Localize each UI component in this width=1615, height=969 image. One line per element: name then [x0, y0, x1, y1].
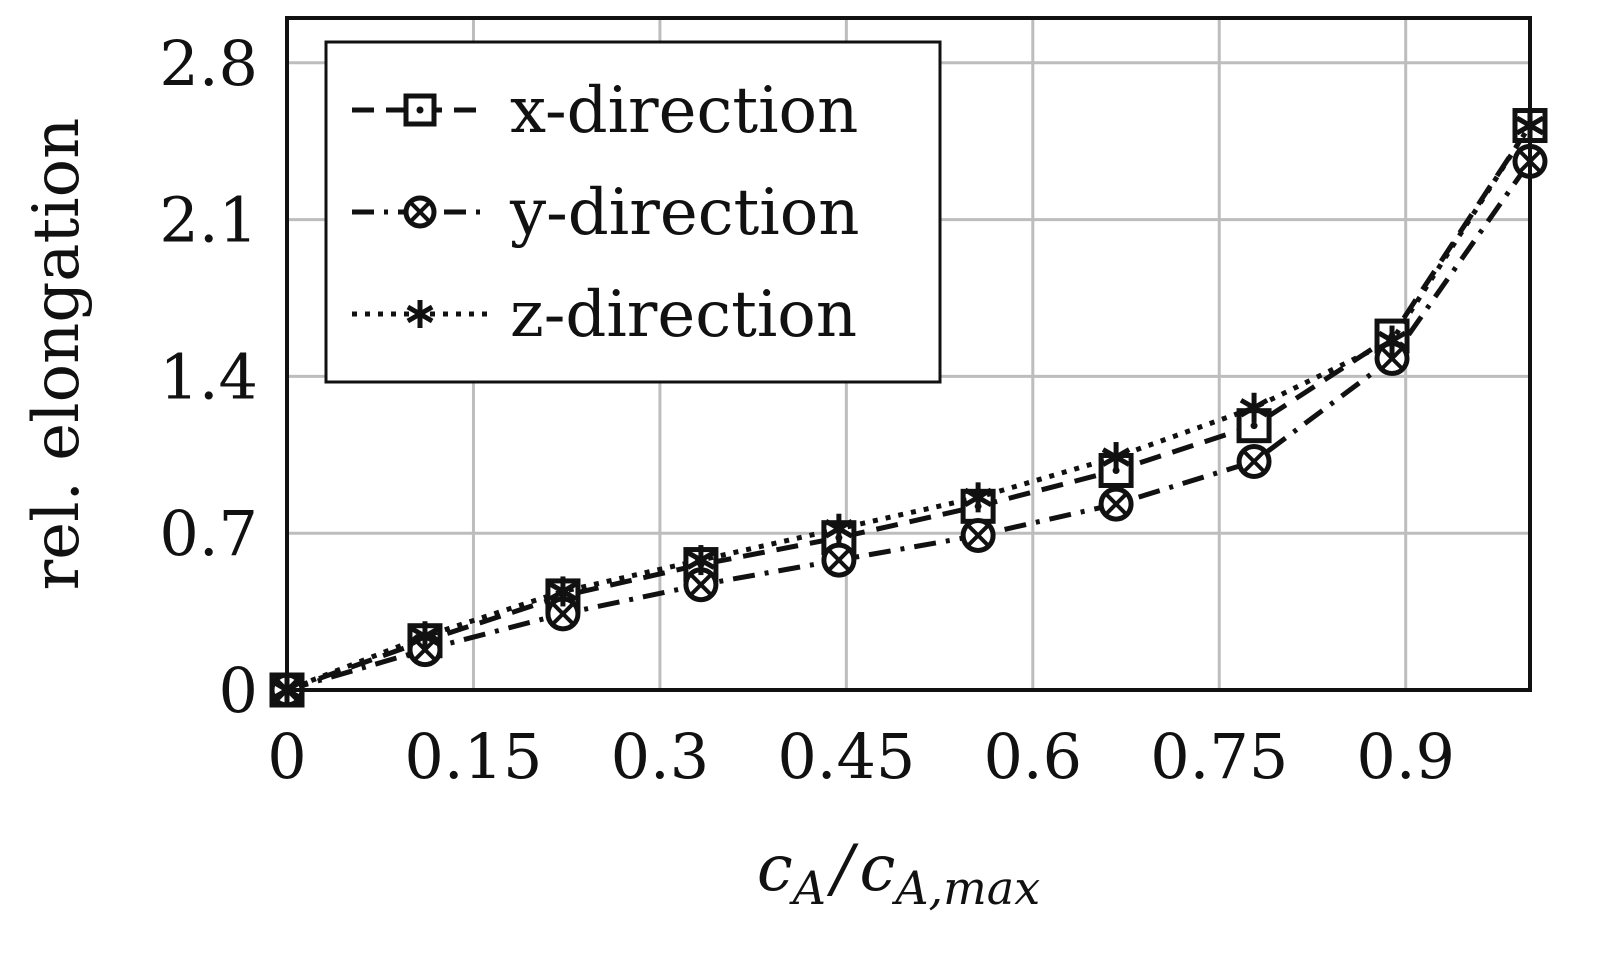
x-tick-label: 0 — [267, 720, 306, 793]
data-point-z-direction-arm-b — [410, 626, 440, 646]
series-layer — [269, 108, 1548, 708]
data-point-z-direction-arm-b — [963, 487, 993, 508]
data-point-x-direction-dot — [1250, 422, 1258, 430]
series-y-direction — [269, 143, 1548, 708]
legend-marker-x-direction-dot — [416, 106, 424, 114]
legend-marker-y-direction-cross-b — [408, 200, 432, 224]
legend-item-y-direction: y-direction — [352, 176, 859, 250]
data-point-z-direction-arm-b — [548, 581, 578, 602]
tick-labels: 0 0.15 0.3 0.45 0.6 0.75 0.9 0 0.7 1.4 2.1 2.8 — [159, 27, 1455, 793]
x-tick-label: 0.75 — [1150, 720, 1288, 793]
y-tick-label: 0.7 — [159, 497, 258, 570]
data-point-y-direction-cross-b — [966, 523, 991, 548]
x-tick-label: 0.9 — [1356, 720, 1455, 793]
legend-item-x-direction: x-direction — [352, 74, 858, 148]
y-tick-label: 0 — [219, 654, 258, 727]
data-point-z-direction-arm-b — [824, 519, 854, 539]
x-axis-title-sub2: A,max — [891, 861, 1040, 915]
x-axis-title-sub: A — [789, 861, 826, 915]
x-tick-label: 0.3 — [611, 720, 710, 793]
data-point-y-direction-cross-b — [551, 601, 575, 626]
legend-label-x-direction: x-direction — [510, 74, 858, 148]
y-tick-label: 1.4 — [159, 340, 258, 413]
data-point-y-direction-cross-b — [689, 572, 713, 597]
x-axis-title-base2: c — [859, 832, 895, 906]
data-point-z-direction-arm-b — [1101, 447, 1131, 467]
x-tick-label: 0.15 — [404, 720, 542, 793]
data-point-z-direction-arm-b — [1377, 330, 1407, 351]
legend-label-y-direction: y-direction — [509, 176, 859, 250]
y-axis-title: rel. elongation — [20, 118, 94, 591]
x-tick-label: 0.6 — [983, 720, 1082, 793]
x-axis-title-base: c — [757, 832, 793, 906]
y-tick-label: 2.1 — [159, 184, 258, 257]
data-point-z-direction-arm-b — [686, 550, 716, 570]
legend-label-z-direction: z-direction — [510, 278, 857, 352]
series-line-x-direction — [286, 124, 1533, 693]
legend-marker-z-direction-arm-b — [406, 304, 434, 324]
plot-frame — [285, 16, 1532, 692]
data-point-y-direction-cross-b — [1380, 346, 1404, 371]
data-point-y-direction-cross-b — [1242, 449, 1266, 474]
data-point-z-direction-arm-b — [1239, 398, 1269, 418]
data-point-y-direction-cross-b — [826, 548, 851, 572]
data-point-y-direction-cross-b — [1104, 492, 1128, 516]
legend-item-z-direction: z-direction — [352, 278, 857, 352]
x-axis-title: cA/cA,max — [757, 832, 1040, 915]
x-axis-title-slash: / — [826, 832, 859, 906]
legend: x-direction y-direction z-direction — [324, 40, 942, 384]
x-tick-label: 0.45 — [777, 720, 915, 793]
y-tick-label: 2.8 — [159, 27, 258, 100]
